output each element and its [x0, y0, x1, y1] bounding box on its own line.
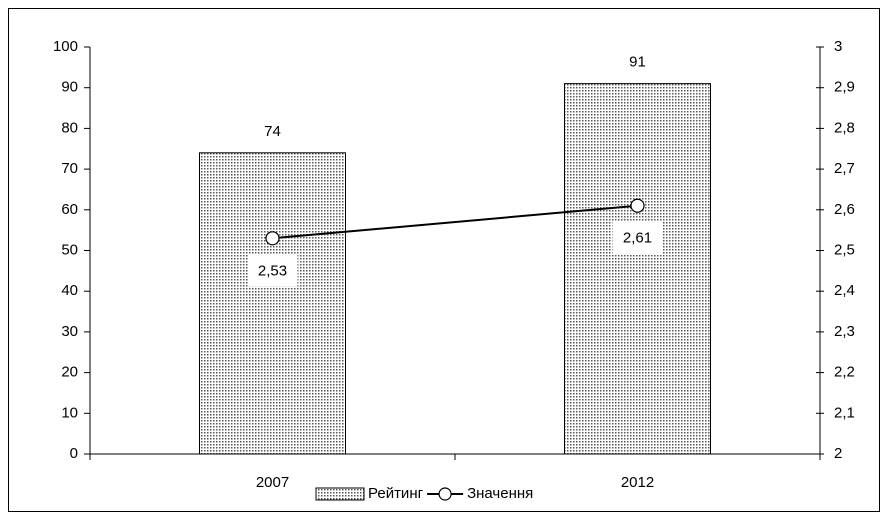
y2-tick-label: 2,4: [834, 282, 855, 299]
y-tick-label: 20: [61, 364, 78, 381]
y2-tick-label: 2,6: [834, 201, 855, 218]
bar-value-label: 91: [629, 54, 646, 71]
x-tick-label: 2012: [621, 474, 654, 491]
y-tick-label: 40: [61, 282, 78, 299]
legend-label: Рейтинг: [368, 485, 424, 502]
y-tick-label: 60: [61, 201, 78, 218]
y2-tick-label: 2,2: [834, 364, 855, 381]
legend-label: Значення: [467, 485, 533, 502]
y-tick-label: 30: [61, 323, 78, 340]
y2-tick-label: 3: [834, 38, 842, 55]
bar-value-label: 74: [264, 123, 281, 140]
line: [272, 204, 638, 240]
legend-marker: [438, 487, 452, 501]
line-marker: [265, 231, 280, 246]
y2-tick-label: 2,5: [834, 241, 855, 258]
y-tick-label: 0: [70, 445, 78, 462]
y-tick-label: 100: [53, 38, 78, 55]
chart-frame: [8, 8, 880, 512]
value-label-bg: [612, 221, 663, 254]
y2-tick-label: 2,3: [834, 323, 855, 340]
line-value-label: 2,61: [623, 230, 652, 247]
y2-tick-label: 2,8: [834, 119, 855, 136]
y2-tick-label: 2: [834, 445, 842, 462]
y2-tick-label: 2,9: [834, 79, 855, 96]
line-marker: [630, 198, 645, 213]
value-label-bg: [247, 254, 298, 287]
y-tick-label: 10: [61, 404, 78, 421]
y-tick-label: 80: [61, 119, 78, 136]
y2-tick-label: 2,1: [834, 404, 855, 421]
bar: [564, 83, 711, 455]
line-value-label: 2,53: [258, 262, 287, 279]
y2-tick-label: 2,7: [834, 160, 855, 177]
y-tick-label: 90: [61, 79, 78, 96]
y-tick-label: 70: [61, 160, 78, 177]
legend-swatch: [315, 487, 365, 501]
x-tick-label: 2007: [256, 474, 289, 491]
bar: [199, 152, 346, 455]
y-tick-label: 50: [61, 241, 78, 258]
